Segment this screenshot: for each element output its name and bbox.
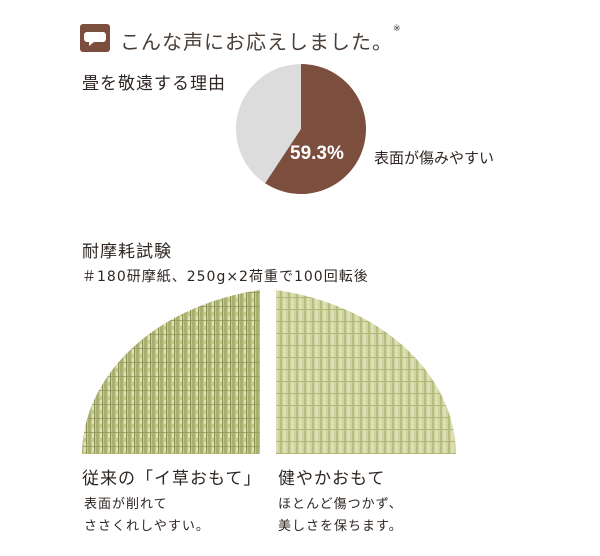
reason-heading: 畳を敬遠する理由 xyxy=(82,74,226,94)
pie-chart xyxy=(236,64,366,194)
speech-bubble-icon xyxy=(80,24,110,52)
new-tatami-line-2: 美しさを保ちます。 xyxy=(278,519,403,534)
old-tatami-title: 従来の「イ草おもて」 xyxy=(82,469,262,489)
old-tatami-line-2: ささくれしやすい。 xyxy=(84,519,210,534)
pie-slice-rest xyxy=(236,64,301,184)
new-tatami-title: 健やかおもて xyxy=(278,469,386,489)
pie-value-label: 59.3% xyxy=(290,143,344,164)
header-title: こんな声にお応えしました。※ xyxy=(120,24,402,54)
tatami-old-surface xyxy=(82,290,260,454)
pie-slice-damage xyxy=(265,64,366,194)
new-tatami-description: ほとんど傷つかず、 美しさを保ちます。 xyxy=(278,494,478,538)
footnote-mark: ※ xyxy=(393,24,402,34)
test-heading: 耐摩耗試験 xyxy=(82,242,172,262)
tatami-comparison-image xyxy=(82,290,456,454)
old-tatami-description: 表面が削れて ささくれしやすい。 xyxy=(84,494,254,538)
test-condition: ＃180研摩紙、250g×2荷重で100回転後 xyxy=(82,269,369,285)
new-tatami-line-1: ほとんど傷つかず、 xyxy=(278,497,403,512)
old-tatami-line-1: 表面が削れて xyxy=(84,497,168,512)
pie-slice-label: 表面が傷みやすい xyxy=(374,149,495,167)
tatami-new-surface xyxy=(276,290,456,454)
